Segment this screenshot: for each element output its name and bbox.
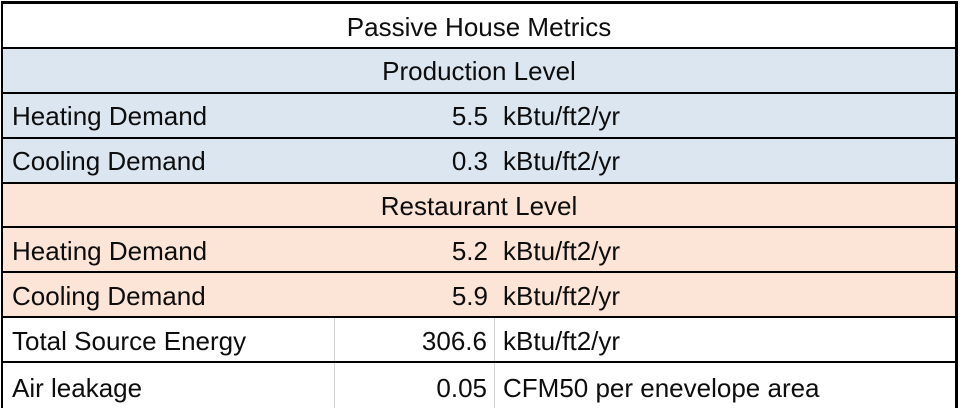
row-label: Cooling Demand	[12, 146, 206, 177]
row-air-leakage: Air leakage 0.05 CFM50 per enevelope are…	[3, 363, 955, 408]
row-label: Heating Demand	[12, 101, 208, 132]
row-production-heating: Heating Demand 5.5 kBtu/ft2/yr	[3, 93, 955, 139]
row-value: 5.9	[451, 280, 488, 311]
row-value: 5.5	[451, 101, 488, 132]
row-production-cooling: Cooling Demand 0.3 kBtu/ft2/yr	[3, 138, 955, 184]
row-unit: kBtu/ft2/yr	[503, 236, 621, 267]
section-header-row-restaurant: Restaurant Level	[3, 183, 955, 229]
row-value: 0.05	[335, 363, 495, 408]
row-unit: CFM50 per enevelope area	[503, 372, 820, 403]
row-value: 306.6	[335, 318, 495, 362]
row-value: 0.3	[451, 146, 488, 177]
row-unit: kBtu/ft2/yr	[503, 325, 621, 356]
table-title: Passive House Metrics	[346, 11, 612, 42]
row-label: Heating Demand	[12, 236, 208, 267]
row-unit: kBtu/ft2/yr	[503, 280, 621, 311]
row-label: Cooling Demand	[12, 280, 206, 311]
row-unit: kBtu/ft2/yr	[503, 146, 621, 177]
row-label: Air leakage	[3, 363, 335, 408]
section-header-restaurant: Restaurant Level	[380, 191, 578, 222]
row-label: Total Source Energy	[3, 318, 335, 362]
row-value: 5.2	[451, 236, 488, 267]
table-title-row: Passive House Metrics	[3, 4, 955, 49]
row-restaurant-cooling: Cooling Demand 5.9 kBtu/ft2/yr	[3, 273, 955, 319]
section-header-row-production: Production Level	[3, 48, 955, 94]
section-header-production: Production Level	[382, 56, 576, 87]
row-total-source-energy: Total Source Energy 306.6 kBtu/ft2/yr	[3, 318, 955, 364]
row-unit: kBtu/ft2/yr	[503, 101, 621, 132]
row-restaurant-heating: Heating Demand 5.2 kBtu/ft2/yr	[3, 228, 955, 274]
